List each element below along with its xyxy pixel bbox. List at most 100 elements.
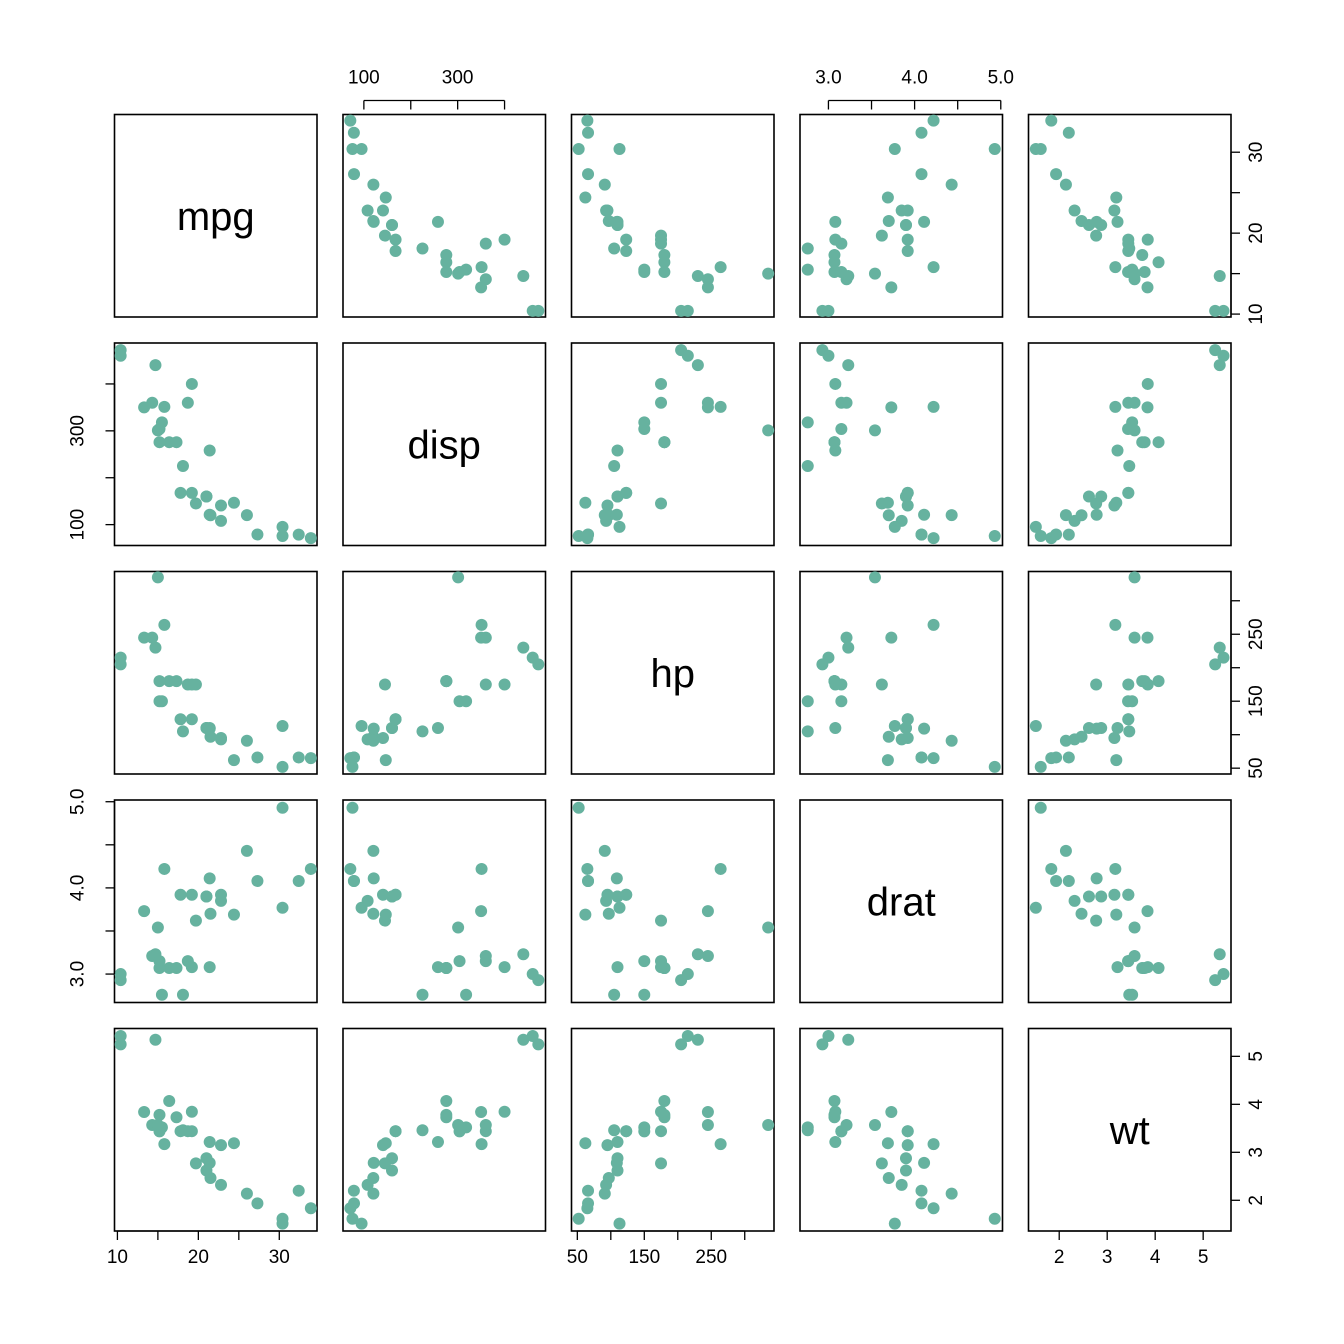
data-point — [1110, 191, 1123, 204]
data-point — [901, 486, 914, 499]
data-point — [1217, 968, 1230, 981]
data-point — [304, 752, 317, 765]
data-point — [475, 1106, 488, 1118]
data-point — [1141, 281, 1154, 294]
data-point — [292, 875, 305, 887]
data-point — [927, 1202, 940, 1215]
tick-label-bottom: 50 — [567, 1247, 588, 1268]
data-point — [227, 496, 240, 509]
tick-label-bottom: 5 — [1198, 1247, 1209, 1268]
data-point — [801, 1121, 814, 1134]
data-point — [203, 1135, 216, 1148]
data-point — [927, 261, 940, 274]
data-point — [638, 988, 651, 1001]
data-point — [276, 801, 289, 814]
data-point — [526, 1029, 539, 1042]
data-point — [828, 436, 841, 449]
data-point — [882, 730, 895, 743]
data-point — [1152, 962, 1165, 975]
data-point — [582, 126, 595, 139]
data-point — [681, 1029, 694, 1042]
tick-label-left: 4.0 — [68, 875, 89, 901]
data-point — [601, 204, 614, 217]
panel-hp-disp — [342, 570, 547, 775]
data-point — [579, 1137, 592, 1150]
data-point — [610, 508, 623, 521]
variable-label-mpg: mpg — [177, 195, 255, 239]
data-point — [655, 1105, 668, 1118]
data-point — [701, 401, 714, 414]
variable-label-wt: wt — [1109, 1109, 1150, 1153]
data-point — [655, 396, 668, 409]
tick-label-right: 5 — [1246, 1051, 1267, 1062]
data-point — [215, 514, 228, 527]
tick-label-top: 3.0 — [815, 68, 841, 89]
data-point — [174, 713, 187, 726]
data-point — [901, 713, 914, 726]
data-point — [138, 631, 151, 644]
data-point — [452, 267, 465, 280]
data-point — [185, 961, 198, 974]
data-point — [149, 641, 162, 654]
data-point — [1128, 267, 1141, 280]
data-point — [581, 114, 594, 127]
data-point — [658, 436, 671, 449]
variable-label-disp: disp — [408, 423, 481, 467]
data-point — [918, 722, 931, 735]
data-point — [292, 751, 305, 764]
data-point — [882, 1171, 895, 1184]
data-point — [158, 862, 171, 875]
data-point — [389, 713, 402, 726]
data-point — [610, 1156, 623, 1169]
data-point — [1122, 244, 1135, 257]
data-point — [611, 961, 624, 974]
data-point — [440, 962, 453, 975]
data-point — [114, 349, 127, 362]
panel-mpg-wt — [1027, 113, 1232, 318]
data-point — [181, 396, 194, 409]
data-point — [153, 675, 166, 688]
data-point — [613, 901, 626, 914]
data-point — [526, 304, 539, 317]
data-point — [655, 1157, 668, 1170]
data-point — [945, 178, 958, 191]
data-point — [367, 215, 380, 228]
data-point — [1138, 266, 1151, 278]
data-point — [240, 509, 253, 522]
data-point — [377, 732, 389, 745]
data-point — [840, 396, 853, 409]
data-point — [598, 178, 611, 191]
data-point — [681, 304, 694, 317]
data-point — [379, 754, 392, 767]
data-point — [378, 1157, 391, 1170]
data-point — [526, 968, 539, 981]
data-point — [378, 914, 391, 927]
data-point — [602, 907, 615, 920]
data-point — [189, 914, 202, 927]
data-point — [691, 359, 704, 372]
data-point — [613, 142, 626, 155]
data-point — [1029, 901, 1042, 914]
data-point — [251, 1197, 264, 1210]
data-point — [367, 872, 380, 885]
data-point — [498, 678, 511, 691]
data-point — [479, 949, 492, 962]
data-point — [276, 520, 289, 533]
data-point — [691, 1033, 704, 1046]
data-point — [895, 1178, 908, 1191]
data-point — [475, 281, 488, 294]
data-point — [1209, 658, 1222, 671]
data-point — [1029, 520, 1042, 533]
data-point — [901, 732, 914, 745]
data-point — [658, 266, 671, 278]
data-point — [1108, 204, 1121, 217]
data-point — [200, 890, 213, 903]
data-point — [1050, 875, 1063, 887]
tick-label-right: 2 — [1246, 1195, 1267, 1206]
data-point — [1141, 233, 1154, 246]
data-point — [840, 631, 853, 644]
data-point — [378, 229, 391, 242]
data-point — [868, 424, 881, 437]
data-point — [440, 1094, 453, 1107]
data-point — [1152, 675, 1165, 688]
